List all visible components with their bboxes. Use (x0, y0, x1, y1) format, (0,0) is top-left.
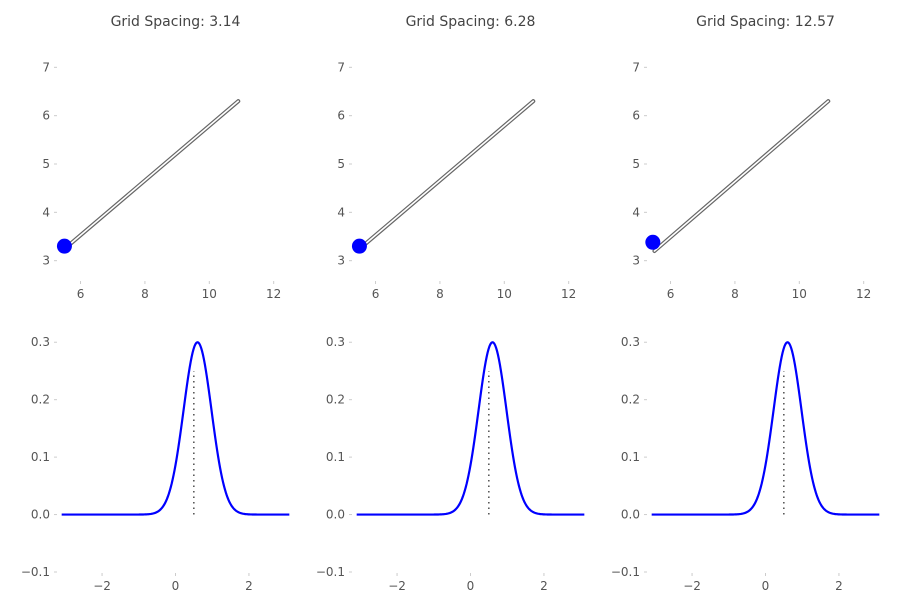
x-tick-label: 6 (372, 287, 380, 301)
y-tick-label: 0.1 (621, 450, 640, 464)
probability-curve (651, 341, 880, 516)
y-tick-label: 3 (632, 254, 640, 268)
x-tick-label: 8 (436, 287, 444, 301)
x-tick-label: 10 (497, 287, 512, 301)
trajectory-line-inner (66, 100, 240, 247)
y-tick-label: 0.1 (31, 450, 50, 464)
y-tick-label: 5 (42, 157, 50, 171)
y-tick-label: 0.2 (621, 393, 640, 407)
x-tick-label: 10 (202, 287, 217, 301)
position-marker (645, 234, 661, 250)
y-tick-label: −0.1 (316, 565, 345, 579)
y-tick-label: 7 (42, 60, 50, 74)
y-tick-label: 0.3 (31, 335, 50, 349)
y-tick-label: −0.1 (21, 565, 50, 579)
panel-title: Grid Spacing: 3.14 (111, 14, 241, 30)
y-tick-label: 7 (632, 60, 640, 74)
y-tick-label: 4 (337, 205, 345, 219)
position-marker (56, 238, 72, 254)
y-tick-label: 0.2 (326, 393, 345, 407)
x-tick-label: 6 (667, 287, 675, 301)
y-tick-label: 6 (42, 109, 50, 123)
y-tick-label: 0.0 (621, 508, 640, 522)
trajectory-line-inner (361, 100, 535, 247)
x-tick-label: 12 (561, 287, 576, 301)
x-tick-label: 0 (762, 579, 770, 593)
x-tick-label: 10 (792, 287, 807, 301)
x-tick-label: −2 (683, 579, 701, 593)
probability-curve (356, 341, 585, 516)
y-tick-label: 3 (42, 254, 50, 268)
panel-title: Grid Spacing: 6.28 (406, 14, 536, 30)
x-tick-label: 2 (835, 579, 843, 593)
y-tick-label: 0.2 (31, 393, 50, 407)
y-tick-label: 0.3 (326, 335, 345, 349)
panel-top-left: Grid Spacing: 3.14 3 4 5 6 7 6 8 10 12 (42, 14, 281, 301)
y-tick-label: −0.1 (611, 565, 640, 579)
trajectory-line-inner (653, 100, 830, 252)
y-tick-label: 6 (632, 109, 640, 123)
y-tick-label: 0.0 (31, 508, 50, 522)
panel-bottom-right: −0.1 0.0 0.1 0.2 0.3 −2 0 2 (611, 335, 880, 593)
x-tick-label: 0 (172, 579, 180, 593)
position-marker (351, 238, 367, 254)
panel-top-right: Grid Spacing: 12.57 3 4 5 6 7 6 8 10 12 (632, 14, 871, 301)
y-tick-label: 6 (337, 109, 345, 123)
y-tick-label: 3 (337, 254, 345, 268)
y-tick-label: 5 (337, 157, 345, 171)
x-tick-label: 0 (467, 579, 475, 593)
panel-bottom-left: −0.1 0.0 0.1 0.2 0.3 −2 0 2 (21, 335, 290, 593)
y-tick-label: 0.3 (621, 335, 640, 349)
panel-bottom-middle: −0.1 0.0 0.1 0.2 0.3 −2 0 2 (316, 335, 585, 593)
x-tick-label: 12 (266, 287, 281, 301)
x-tick-label: 8 (731, 287, 739, 301)
panel-title: Grid Spacing: 12.57 (696, 14, 835, 30)
x-tick-label: 12 (856, 287, 871, 301)
x-tick-label: 2 (540, 579, 548, 593)
probability-curve (61, 341, 290, 516)
x-tick-label: 8 (141, 287, 149, 301)
x-tick-label: −2 (93, 579, 111, 593)
y-tick-label: 4 (632, 205, 640, 219)
y-tick-label: 7 (337, 60, 345, 74)
x-tick-label: 2 (245, 579, 253, 593)
x-tick-label: 6 (77, 287, 85, 301)
panel-top-middle: Grid Spacing: 6.28 3 4 5 6 7 6 8 10 12 (337, 14, 576, 301)
y-tick-label: 5 (632, 157, 640, 171)
x-tick-label: −2 (388, 579, 406, 593)
y-tick-label: 0.1 (326, 450, 345, 464)
y-tick-label: 4 (42, 205, 50, 219)
y-tick-label: 0.0 (326, 508, 345, 522)
